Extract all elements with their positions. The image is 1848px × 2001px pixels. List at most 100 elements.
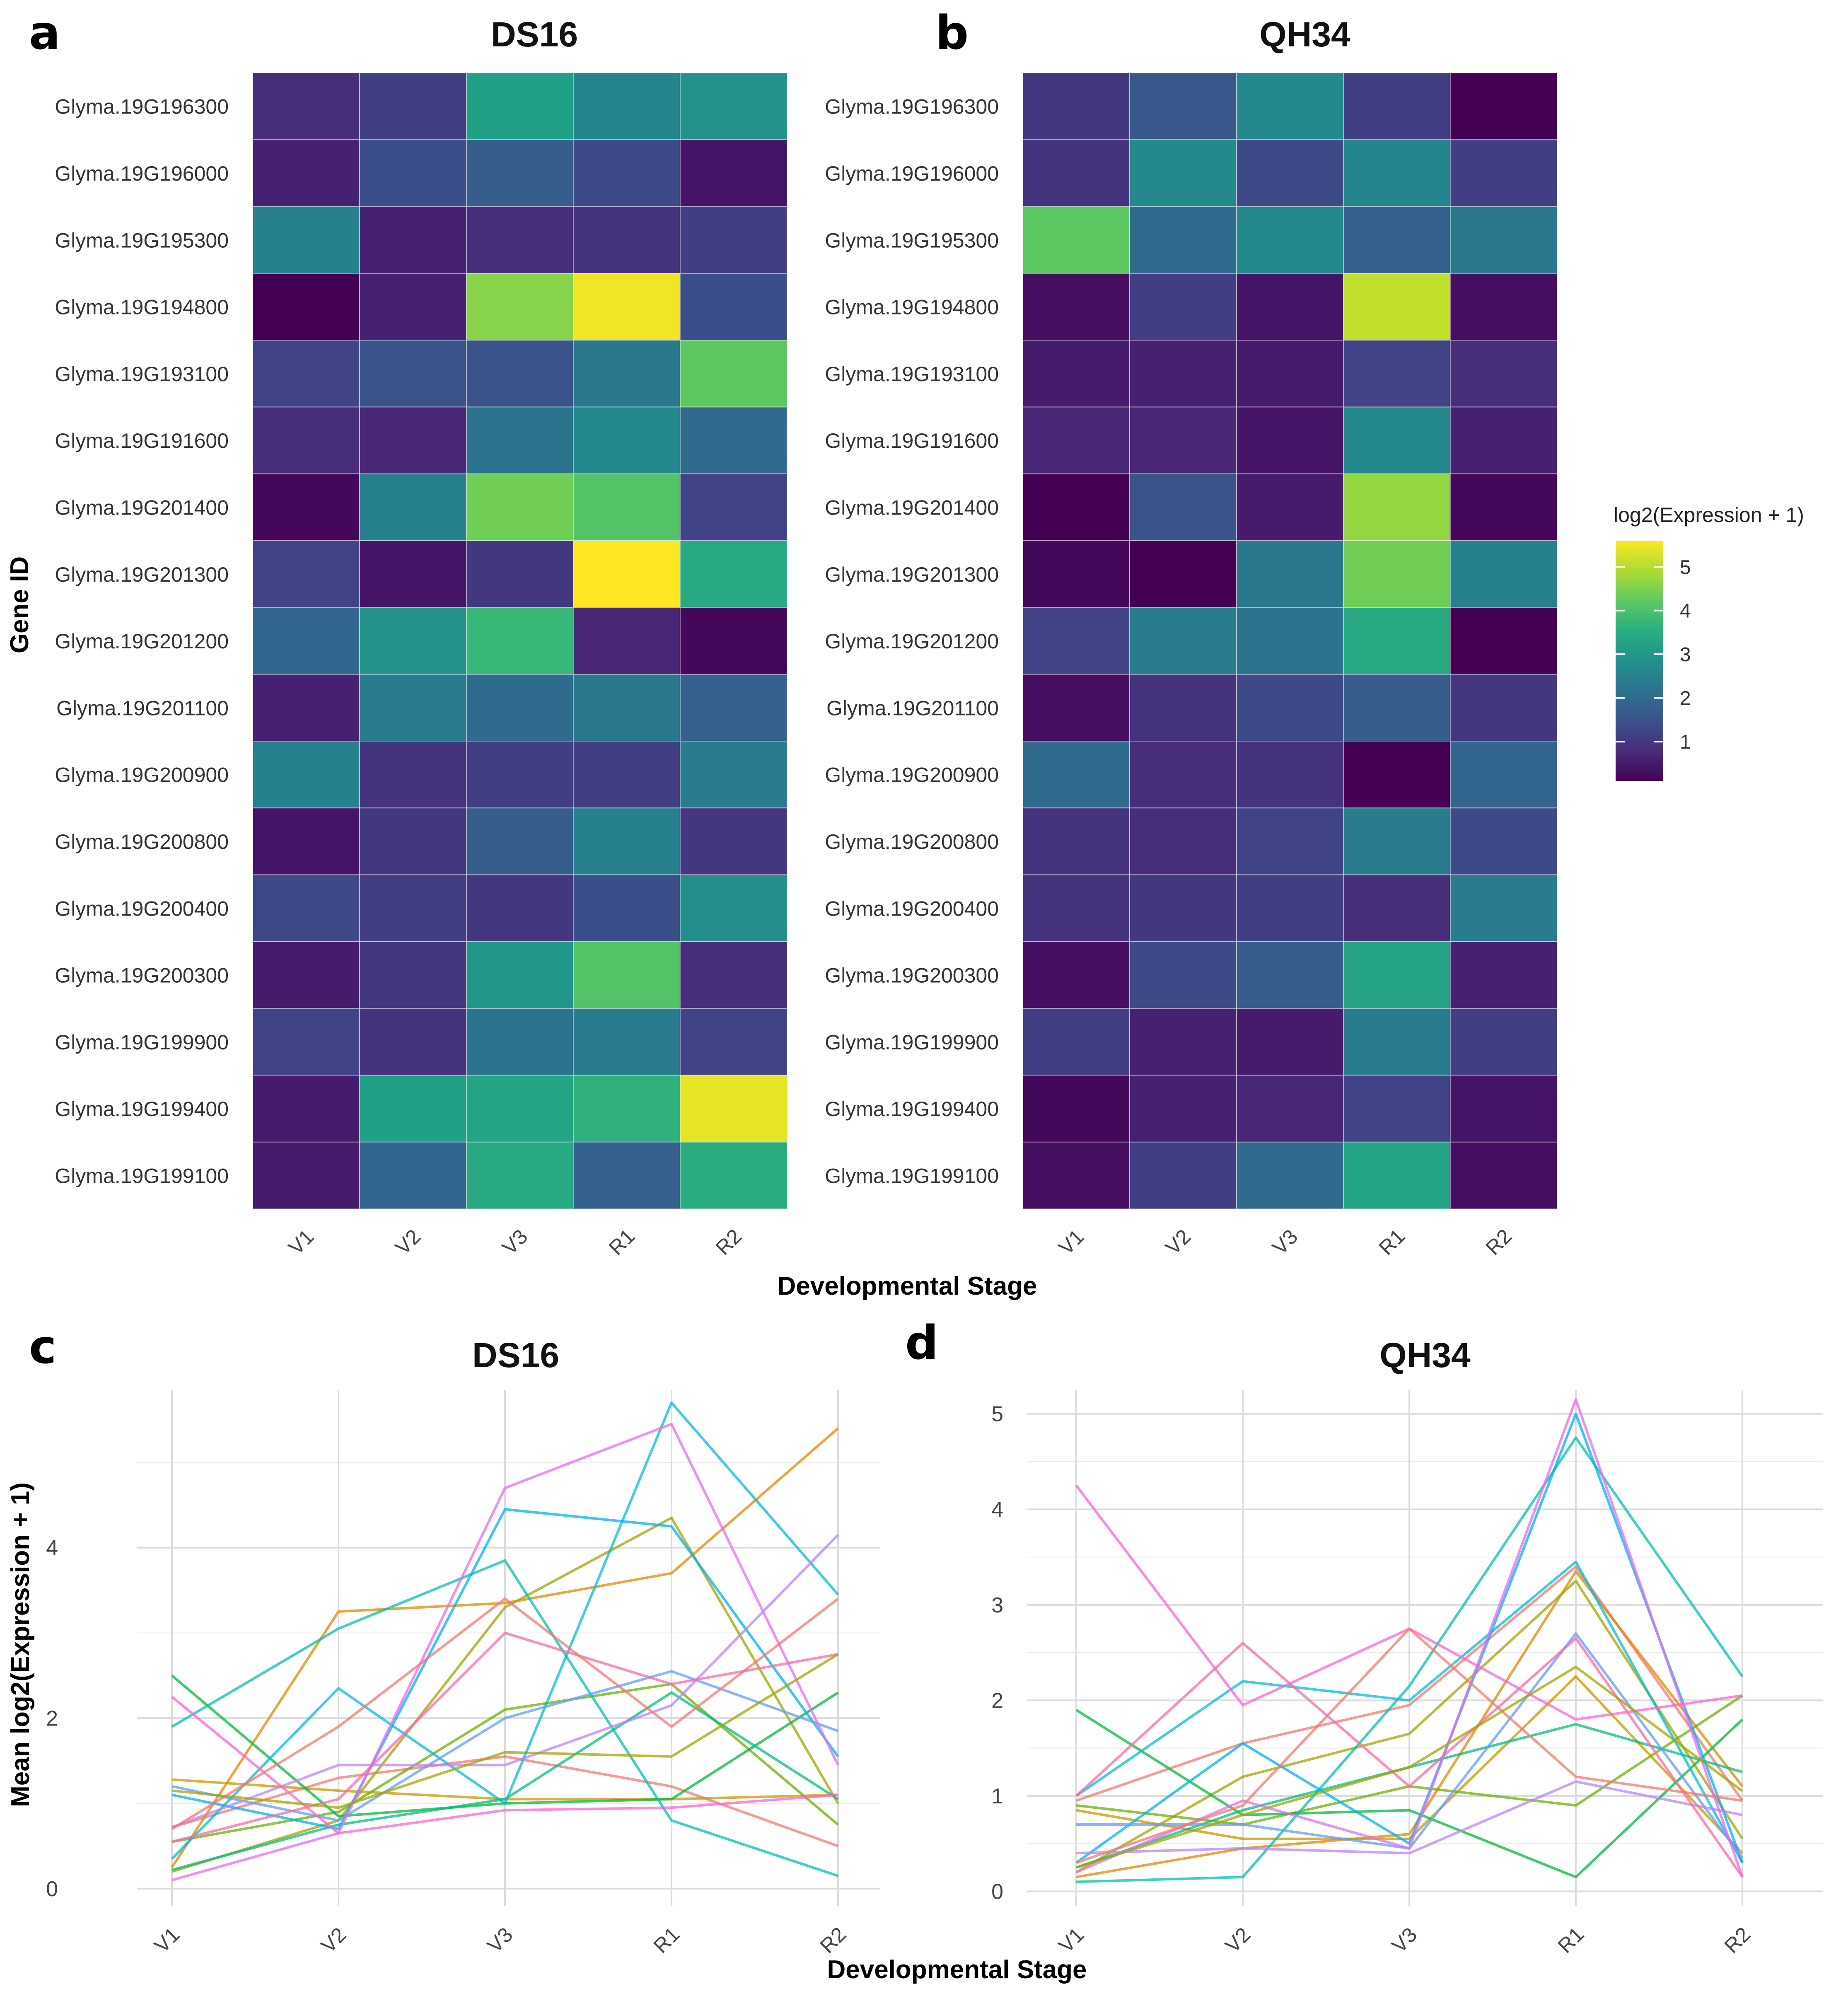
series-line	[171, 1427, 839, 1868]
heatmap-x-axis-title: Developmental Stage	[777, 1272, 1037, 1300]
gene-label: Glyma.19G201100	[56, 696, 229, 720]
x-tick-label: V3	[1387, 1923, 1422, 1958]
gene-label: Glyma.19G195300	[55, 229, 229, 252]
heatmap-cell	[252, 273, 360, 341]
x-tick-label: V3	[483, 1923, 517, 1958]
legend-ticks: 1 2 3 4 5	[1616, 556, 1691, 753]
heatmap-cell	[1450, 72, 1558, 140]
heatmap-cell	[680, 1141, 788, 1210]
stage-label: R2	[1481, 1225, 1517, 1260]
heatmap-cell	[466, 1008, 574, 1076]
heatmap-cell	[680, 206, 788, 274]
heatmap-cell	[466, 807, 574, 875]
heatmap-cell	[466, 540, 574, 608]
gene-label: Glyma.19G193100	[55, 362, 229, 386]
heatmap-cell	[1236, 340, 1344, 408]
heatmap-cell	[1022, 139, 1130, 207]
heatmap-cell	[359, 273, 467, 341]
gene-label: Glyma.19G199100	[55, 1164, 229, 1187]
heatmap-cell	[1236, 473, 1344, 541]
gene-label: Glyma.19G191600	[55, 429, 229, 452]
heatmap-cell	[1022, 473, 1130, 541]
heatmap-cell	[359, 874, 467, 942]
heatmap-cell	[252, 941, 360, 1009]
series-line	[172, 1508, 839, 1830]
heatmap-cell	[252, 607, 360, 675]
heatmap-cell	[1129, 807, 1237, 875]
heatmap-cell	[1129, 540, 1237, 608]
heatmap-cell	[1236, 406, 1344, 474]
x-tick-label: V1	[150, 1923, 184, 1958]
heatmap-cell	[359, 139, 467, 207]
heatmap-cell	[573, 72, 681, 140]
gene-label: Glyma.19G194800	[825, 296, 999, 319]
heatmap-cell	[1343, 607, 1451, 675]
heatmap-cell	[1129, 1141, 1237, 1210]
y-tick-label: 2	[46, 1706, 58, 1730]
heatmap-cell	[1343, 72, 1451, 140]
heatmap-cell	[252, 741, 360, 809]
panel-letter-a: a	[29, 6, 60, 60]
gene-label: Glyma.19G194800	[55, 296, 229, 319]
legend-colorbar	[1616, 541, 1663, 781]
heatmap-a-cells	[252, 72, 788, 1210]
heatmap-cell	[1343, 473, 1451, 541]
gene-label: Glyma.19G196300	[55, 95, 229, 118]
heatmap-a-gene-labels: Glyma.19G196300 Glyma.19G196000 Glyma.19G1…	[55, 95, 229, 1188]
heatmap-cell	[252, 1008, 360, 1076]
heatmap-cell	[466, 72, 574, 140]
heatmap-cell	[573, 674, 681, 742]
heatmap-cell	[573, 741, 681, 809]
stage-label: R1	[1375, 1225, 1410, 1260]
heatmap-cell	[1450, 406, 1558, 474]
heatmap-cell	[1022, 540, 1130, 608]
gene-label: Glyma.19G201400	[825, 496, 999, 519]
heatmap-cell	[466, 874, 574, 942]
heatmap-cell	[680, 1075, 788, 1143]
gene-label: Glyma.19G201100	[826, 696, 999, 720]
gene-label: Glyma.19G200800	[55, 830, 229, 853]
heatmap-a-stage-labels: V1 V2 V3 R1 R2	[284, 1225, 746, 1260]
heatmap-cell	[1022, 206, 1130, 274]
x-tick-label: V2	[1221, 1923, 1255, 1958]
series-line	[172, 1691, 839, 1871]
stage-label: R1	[604, 1225, 640, 1260]
gene-label: Glyma.19G193100	[825, 362, 999, 386]
series-line	[1075, 1709, 1744, 1878]
heatmap-cell	[1450, 540, 1558, 608]
series-line	[171, 1559, 838, 1877]
gene-label: Glyma.19G201200	[55, 630, 229, 653]
stage-label: V2	[391, 1225, 425, 1259]
heatmap-cell	[359, 941, 467, 1009]
gene-label: Glyma.19G195300	[825, 229, 999, 252]
line-d-title: QH34	[1379, 1336, 1471, 1375]
gene-label: Glyma.19G201400	[55, 496, 229, 519]
heatmap-cell	[1236, 206, 1344, 274]
heatmap-cell	[1022, 607, 1130, 675]
heatmap-cell	[1129, 607, 1237, 675]
gene-label: Glyma.19G199400	[55, 1097, 229, 1121]
heatmap-cell	[359, 72, 467, 140]
legend-tick-label: 4	[1680, 600, 1691, 622]
heatmap-cell	[1236, 273, 1344, 341]
heatmap-cell	[1129, 273, 1237, 341]
heatmap-cell	[1450, 340, 1558, 408]
heatmap-cell	[1236, 607, 1344, 675]
heatmap-cell	[1450, 139, 1558, 207]
heatmap-cell	[573, 340, 681, 408]
line-chart-c: 0 2 4 V1 V2 V3 R1 R2	[46, 1390, 880, 1958]
y-tick-label: 5	[991, 1402, 1003, 1426]
gene-label: Glyma.19G199900	[55, 1031, 229, 1054]
heatmap-cell	[1129, 874, 1237, 942]
gene-label: Glyma.19G200300	[825, 964, 999, 987]
heatmap-cell	[359, 406, 467, 474]
heatmap-cell	[1450, 941, 1558, 1009]
x-tick-label: R2	[816, 1923, 851, 1958]
heatmap-cell	[1022, 72, 1130, 140]
series-line	[1076, 1665, 1743, 1869]
heatmap-cell	[1129, 340, 1237, 408]
heatmap-cell	[252, 473, 360, 541]
heatmap-cell	[466, 941, 574, 1009]
heatmap-cell	[466, 741, 574, 809]
gene-label: Glyma.19G201300	[825, 563, 999, 586]
